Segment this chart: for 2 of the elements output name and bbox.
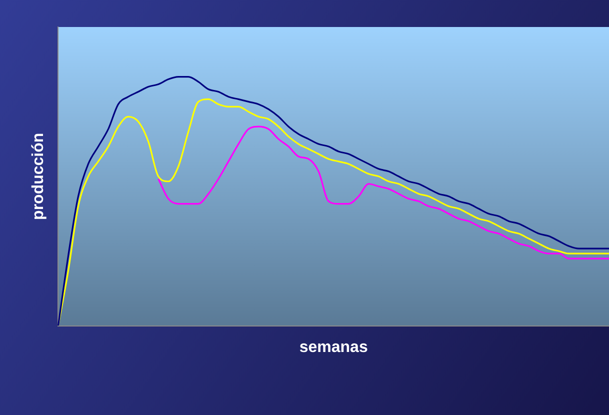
y-axis-title: producción bbox=[30, 132, 48, 220]
x-axis-title: semanas bbox=[299, 338, 368, 356]
